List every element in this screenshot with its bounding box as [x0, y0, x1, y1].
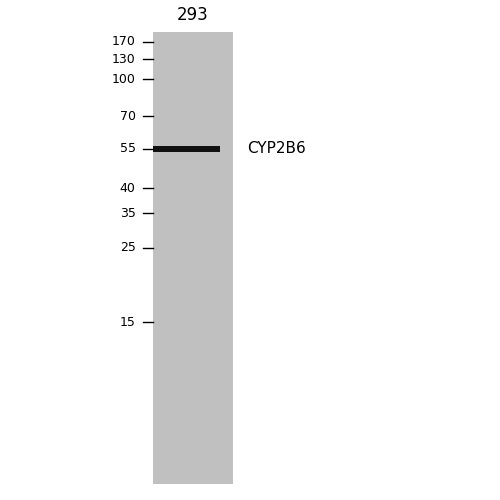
- Text: 100: 100: [112, 72, 136, 86]
- Text: 55: 55: [120, 142, 136, 155]
- Text: CYP2B6: CYP2B6: [248, 141, 306, 156]
- Text: 293: 293: [177, 6, 208, 25]
- Text: 25: 25: [120, 242, 136, 254]
- Text: 35: 35: [120, 206, 136, 220]
- Text: 130: 130: [112, 52, 136, 66]
- Text: 40: 40: [120, 182, 136, 195]
- Text: 170: 170: [112, 36, 136, 49]
- Text: 70: 70: [120, 110, 136, 123]
- Text: 15: 15: [120, 316, 136, 329]
- Bar: [153, 32, 232, 484]
- Bar: [153, 146, 220, 152]
